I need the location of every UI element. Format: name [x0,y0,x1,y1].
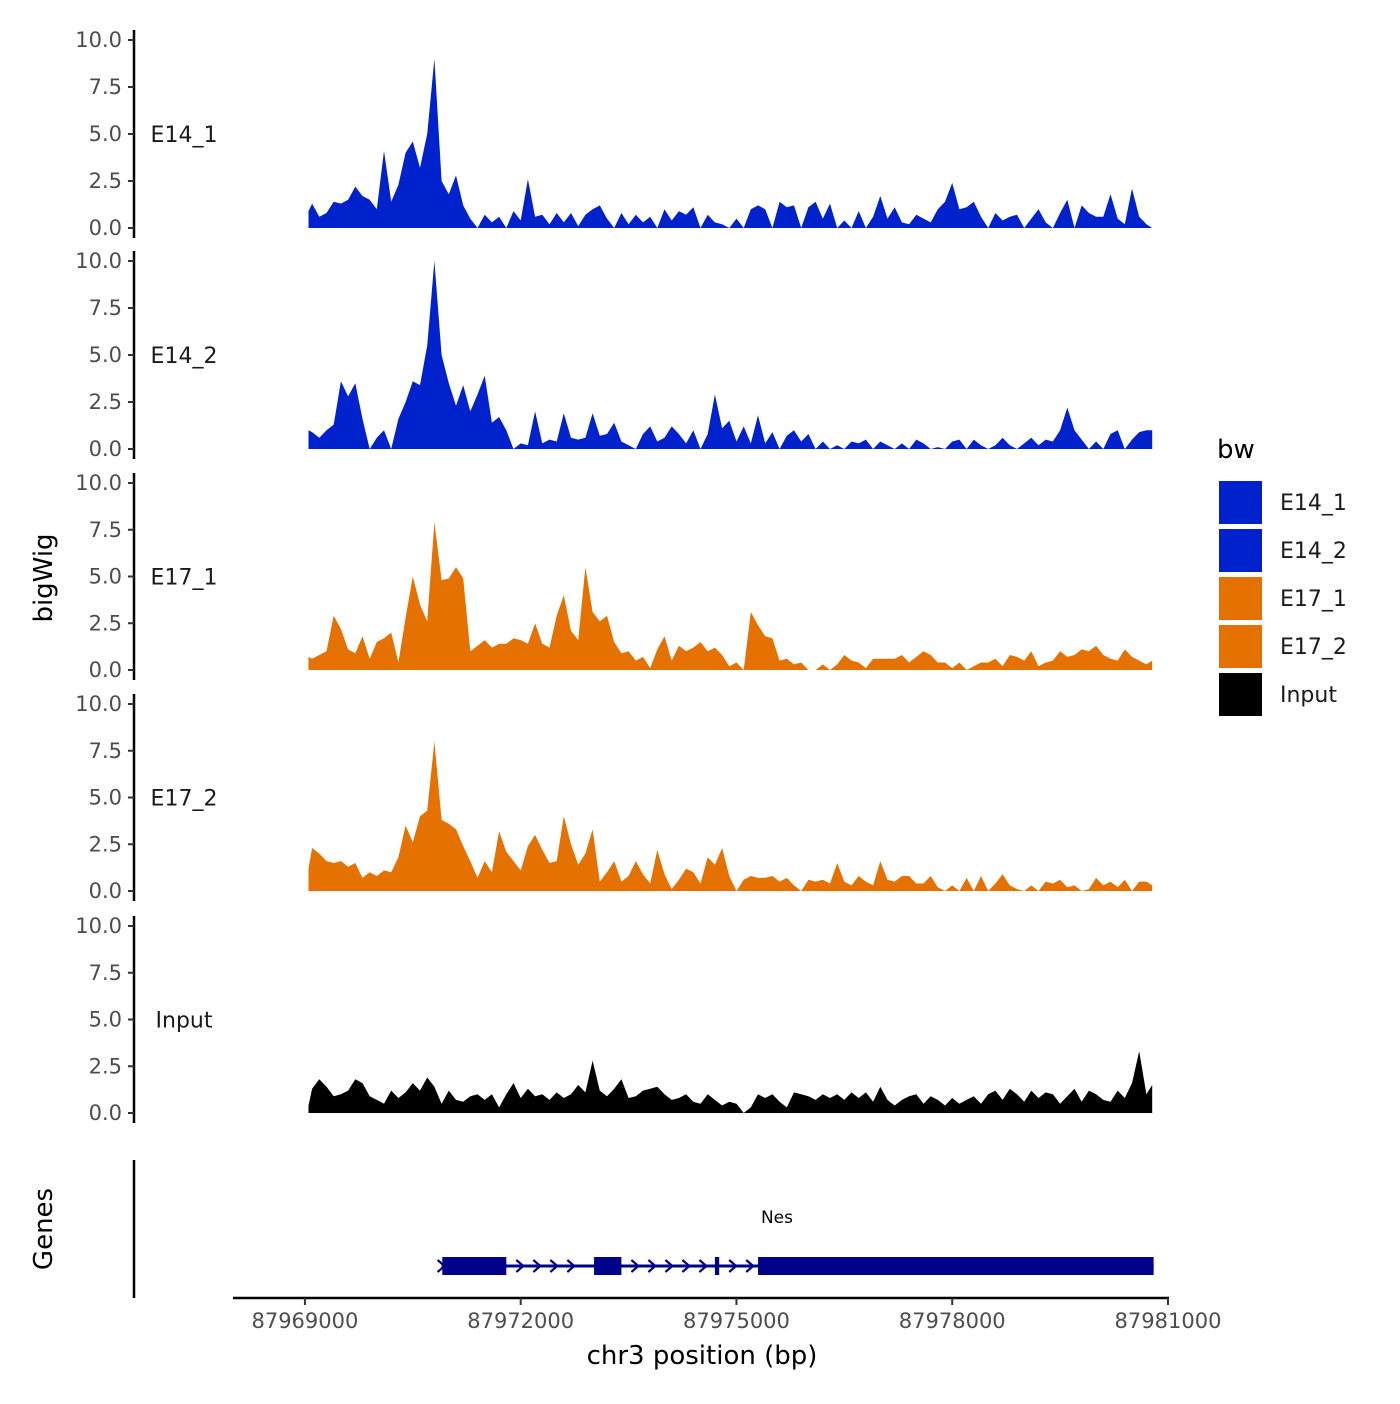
y-tick-label: 10.0 [75,28,122,52]
track-E17_2: 0.0 2.5 5.0 7.5 10.0 E17_2 [75,692,1153,903]
legend-swatch-Input [1217,671,1264,718]
strand-arrow [664,1259,675,1273]
tracks: 0.0 2.5 5.0 7.5 10.0 E14_1 0.0 2.5 5.0 7.5 10.0 E14… [75,28,1153,1125]
track-label-E17_2: E17_2 [151,787,218,812]
legend-label-Input: Input [1280,683,1337,708]
gene-exon [442,1257,507,1275]
signal-area-E14_2 [308,261,1153,449]
legend-swatch-E14_2 [1217,527,1264,574]
y-tick-label: 7.5 [89,518,122,542]
signal-area-E14_1 [308,58,1153,228]
y-tick-label: 10.0 [75,249,122,273]
signal-area-Input [308,1051,1153,1113]
strand-arrow [566,1259,576,1273]
legend-swatch-E14_1 [1217,479,1264,526]
y-tick-label: 5.0 [89,565,122,589]
y-tick-label: 0.0 [89,658,122,682]
track-label-E14_2: E14_2 [151,344,218,369]
gene-panel: Nes [132,1160,1154,1298]
legend-label-E17_1: E17_1 [1280,587,1347,612]
x-axis-title: chr3 position (bp) [587,1341,818,1371]
genes-axis-title: Genes [29,1188,59,1270]
x-tick-label: 87969000 [251,1309,358,1333]
y-tick-label: 0.0 [89,1101,122,1125]
strand-arrow [745,1259,755,1273]
y-tick-label: 2.5 [89,832,122,856]
legend: bw E14_1 E14_2 E17_1 E17_2 Input [1217,435,1347,718]
y-tick-label: 10.0 [75,692,122,716]
track-label-E14_1: E14_1 [151,123,218,148]
y-tick-label: 7.5 [89,961,122,985]
x-tick-label: 87972000 [467,1309,574,1333]
y-tick-label: 2.5 [89,390,122,414]
strand-arrow [549,1259,559,1273]
gene-name-label: Nes [761,1208,793,1228]
gene-exon [594,1257,622,1275]
y-tick-label: 2.5 [89,169,122,193]
y-tick-label: 7.5 [89,75,122,99]
legend-label-E17_2: E17_2 [1280,635,1347,660]
y-tick-label: 5.0 [89,786,122,810]
gene-exon [714,1257,720,1275]
legend-label-E14_1: E14_1 [1280,491,1347,516]
legend-label-E14_2: E14_2 [1280,539,1347,564]
signal-area-E17_2 [308,741,1153,891]
track-E14_2: 0.0 2.5 5.0 7.5 10.0 E14_2 [75,249,1153,461]
y-tick-label: 5.0 [89,343,122,367]
strand-arrow [728,1259,738,1273]
strand-arrow [647,1259,658,1273]
y-tick-label: 5.0 [89,122,122,146]
track-label-Input: Input [156,1009,213,1034]
x-tick-label: 87981000 [1115,1309,1222,1333]
x-tick-label: 87978000 [899,1309,1006,1333]
strand-arrow [515,1259,525,1273]
y-tick-label: 10.0 [75,914,122,938]
strand-arrow [698,1259,709,1273]
y-tick-label: 0.0 [89,437,122,461]
strand-arrow [630,1259,641,1273]
x-axis: 87969000 87972000 87975000 87978000 87981000 [233,1296,1222,1333]
strand-arrow [681,1259,692,1273]
legend-swatch-E17_1 [1217,575,1264,622]
y-tick-label: 0.0 [89,216,122,240]
y-tick-label: 10.0 [75,471,122,495]
y-tick-label: 7.5 [89,739,122,763]
strand-arrow [532,1259,542,1273]
track-Input: 0.0 2.5 5.0 7.5 10.0 Input [75,914,1153,1125]
x-tick-label: 87975000 [683,1309,790,1333]
y-tick-label: 7.5 [89,296,122,320]
track-E14_1: 0.0 2.5 5.0 7.5 10.0 E14_1 [75,28,1153,240]
track-E17_1: 0.0 2.5 5.0 7.5 10.0 E17_1 [75,471,1153,682]
signal-area-E17_1 [308,522,1153,670]
track-label-E17_1: E17_1 [151,566,218,591]
y-axis-title: bigWig [29,533,59,622]
y-tick-label: 2.5 [89,611,122,635]
legend-title: bw [1217,435,1255,465]
y-tick-label: 2.5 [89,1054,122,1078]
gene-exon [758,1257,1154,1275]
y-tick-label: 0.0 [89,879,122,903]
y-tick-label: 5.0 [89,1008,122,1032]
legend-swatch-E17_2 [1217,623,1264,670]
